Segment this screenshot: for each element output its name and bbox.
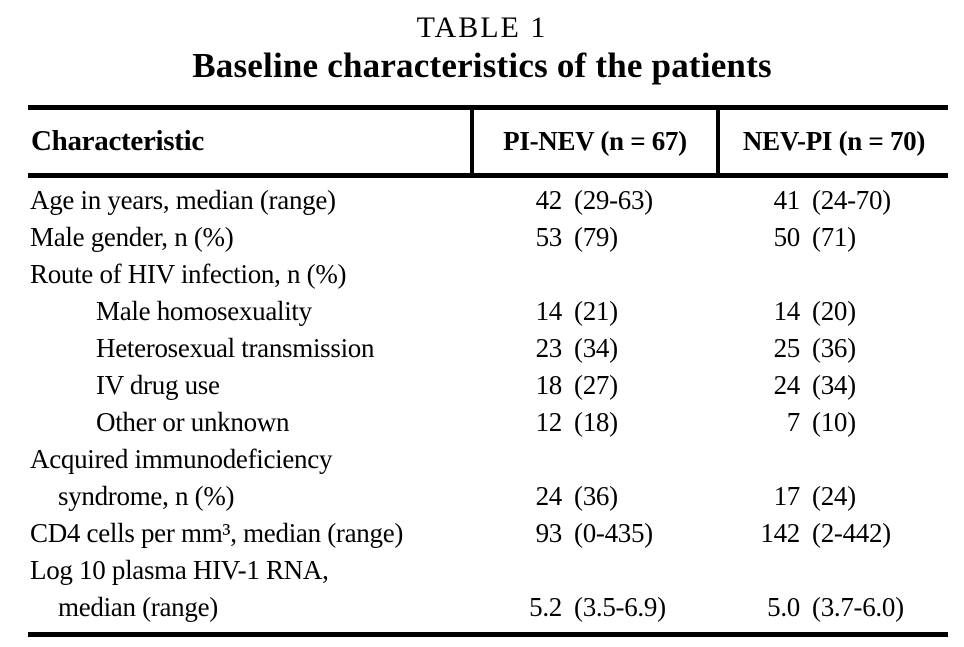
value-range: (10) — [812, 407, 856, 437]
value-range: (24-70) — [812, 185, 891, 215]
value-number: 24 — [773, 370, 801, 400]
table-number: TABLE 1 — [416, 11, 548, 44]
value-number: 93 — [535, 518, 563, 548]
table-row: Other or unknown 12 (18) 7 (10) — [28, 404, 948, 441]
value-nev-pi: 7 (10) — [716, 407, 948, 438]
row-label: CD4 cells per mm³, median (range) — [30, 518, 404, 548]
row-label: Male gender, n (%) — [30, 222, 234, 252]
value-range: (34) — [812, 370, 856, 400]
value-range: (3.7-6.0) — [812, 592, 904, 622]
row-label: median (range) — [58, 592, 218, 622]
value-nev-pi: 17 (24) — [716, 481, 948, 512]
table-row: Acquired immunodeficiency — [28, 441, 948, 478]
table-row: Age in years, median (range) 42 (29-63) 41 (… — [28, 182, 948, 219]
row-label: Age in years, median (range) — [30, 185, 336, 215]
value-range: (29-63) — [574, 185, 653, 215]
value-number: 42 — [535, 185, 563, 215]
value-range: (36) — [574, 481, 618, 511]
value-range: (36) — [812, 333, 856, 363]
row-label: Heterosexual transmission — [96, 333, 375, 363]
value-nev-pi: 41 (24-70) — [716, 185, 948, 216]
table-row: CD4 cells per mm³, median (range) 93 (0-43… — [28, 515, 948, 552]
value-range: (34) — [574, 333, 618, 363]
table-row: Male gender, n (%) 53 (79) 50 (71) — [28, 219, 948, 256]
value-pi-nev: 93 (0-435) — [470, 518, 716, 549]
column-header-characteristic: Characteristic — [31, 125, 204, 157]
table-row: syndrome, n (%) 24 (36) 17 (24) — [28, 478, 948, 515]
value-number: 14 — [773, 296, 801, 326]
value-pi-nev: 23 (34) — [470, 333, 716, 364]
value-number: 25 — [773, 333, 801, 363]
value-range: (21) — [574, 296, 618, 326]
column-header-nev-pi: NEV-PI (n = 70) — [716, 110, 948, 173]
value-range: (0-435) — [574, 518, 653, 548]
value-nev-pi: 24 (34) — [716, 370, 948, 401]
row-label: Acquired immunodeficiency — [30, 444, 333, 474]
row-label: Log 10 plasma HIV-1 RNA, — [30, 555, 329, 585]
table-row: Log 10 plasma HIV-1 RNA, — [28, 552, 948, 589]
value-pi-nev: 14 (21) — [470, 296, 716, 327]
value-number: 41 — [773, 185, 801, 215]
value-range: (71) — [812, 222, 856, 252]
table-header-row: Characteristic PI-NEV (n = 67) NEV-PI (n… — [28, 105, 948, 178]
value-number: 17 — [773, 481, 801, 511]
value-number: 7 — [786, 407, 801, 437]
value-pi-nev: 42 (29-63) — [470, 185, 716, 216]
value-nev-pi: 14 (20) — [716, 296, 948, 327]
value-range: (3.5-6.9) — [574, 592, 666, 622]
value-number: 5.2 — [529, 592, 562, 622]
value-nev-pi: 5.0 (3.7-6.0) — [716, 592, 948, 623]
table-titles: TABLE 1 Baseline characteristics of the … — [0, 0, 964, 85]
value-range: (79) — [574, 222, 618, 252]
value-number: 18 — [535, 370, 563, 400]
value-number: 53 — [535, 222, 563, 252]
table-row: median (range) 5.2 (3.5-6.9) 5.0 (3.7-6.0) — [28, 589, 948, 626]
value-number: 23 — [535, 333, 563, 363]
value-range: (20) — [812, 296, 856, 326]
table-row: IV drug use 18 (27) 24 (34) — [28, 367, 948, 404]
row-label: Male homosexuality — [96, 296, 312, 326]
value-pi-nev: 24 (36) — [470, 481, 716, 512]
value-pi-nev: 53 (79) — [470, 222, 716, 253]
value-nev-pi: 25 (36) — [716, 333, 948, 364]
table-body: Age in years, median (range) 42 (29-63) 41 (… — [28, 178, 948, 637]
value-nev-pi: 50 (71) — [716, 222, 948, 253]
value-number: 142 — [760, 518, 800, 548]
value-number: 14 — [535, 296, 563, 326]
table-row: Male homosexuality 14 (21) 14 (20) — [28, 293, 948, 330]
value-pi-nev: 12 (18) — [470, 407, 716, 438]
row-label: IV drug use — [96, 370, 220, 400]
baseline-characteristics-table: Characteristic PI-NEV (n = 67) NEV-PI (n… — [28, 105, 948, 637]
table-row: Heterosexual transmission 23 (34) 25 (36) — [28, 330, 948, 367]
value-range: (24) — [812, 481, 856, 511]
value-pi-nev: 5.2 (3.5-6.9) — [470, 592, 716, 623]
row-label: syndrome, n (%) — [58, 481, 235, 511]
row-label: Other or unknown — [96, 407, 290, 437]
column-header-pi-nev: PI-NEV (n = 67) — [470, 110, 716, 173]
value-range: (18) — [574, 407, 618, 437]
value-number: 12 — [535, 407, 563, 437]
row-label: Route of HIV infection, n (%) — [30, 259, 347, 289]
value-number: 24 — [535, 481, 563, 511]
value-range: (2-442) — [812, 518, 891, 548]
table-row: Route of HIV infection, n (%) — [28, 256, 948, 293]
value-nev-pi: 142 (2-442) — [716, 518, 948, 549]
table-title: Baseline characteristics of the patients — [192, 46, 772, 85]
value-number: 5.0 — [767, 592, 800, 622]
value-range: (27) — [574, 370, 618, 400]
value-number: 50 — [773, 222, 801, 252]
value-pi-nev: 18 (27) — [470, 370, 716, 401]
